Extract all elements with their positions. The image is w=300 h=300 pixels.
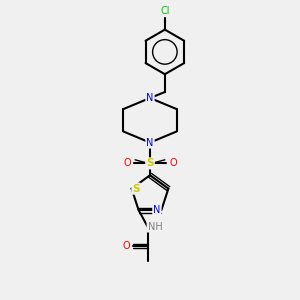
Text: Cl: Cl xyxy=(160,6,170,16)
Text: O: O xyxy=(123,158,131,168)
Text: O: O xyxy=(122,241,130,251)
Text: N: N xyxy=(153,205,161,215)
Text: N: N xyxy=(146,138,154,148)
Text: N: N xyxy=(146,93,154,103)
Text: O: O xyxy=(169,158,177,168)
Text: NH: NH xyxy=(148,222,162,232)
Text: S: S xyxy=(146,158,154,168)
Text: S: S xyxy=(132,184,140,194)
